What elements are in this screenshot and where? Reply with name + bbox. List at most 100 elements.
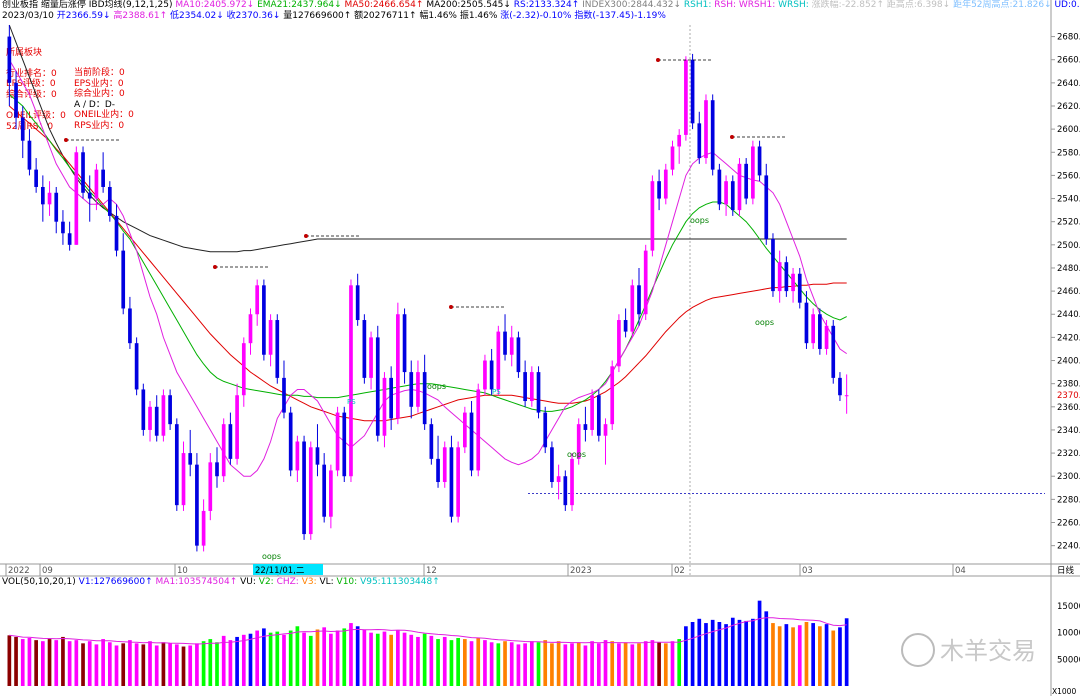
price-tick-label: 2300.00 xyxy=(1057,472,1080,482)
volume-bar xyxy=(697,618,702,686)
ma200-line xyxy=(8,24,847,253)
quote-value-4: 收2370.36↓ xyxy=(223,11,281,21)
stats-panel-left: 所属板块 行业排名：0 EPS评级：0 综合评级：0 ONEIL评级：0 52周… xyxy=(6,48,66,132)
candle-body xyxy=(710,100,715,170)
candle-body xyxy=(409,372,414,407)
volume-bar xyxy=(710,619,715,686)
candle-body xyxy=(40,186,45,205)
quote-header-line: 2023/03/10 开2366.59↓ 高2388.61↑ 低2354.02↓… xyxy=(2,11,666,22)
volume-bar xyxy=(536,642,541,686)
cursor-date-box xyxy=(253,564,323,575)
volume-bar xyxy=(40,641,45,686)
price-tick-label: 2540.00 xyxy=(1057,195,1080,205)
candle-body xyxy=(355,285,360,321)
candle-body xyxy=(476,389,481,471)
oops-marker: oops xyxy=(262,552,281,561)
candle-body xyxy=(436,458,440,483)
price-tick-label: 2380.00 xyxy=(1057,380,1080,390)
stat-eps-industry: EPS业内：0 xyxy=(74,78,124,89)
ps-marker: PS xyxy=(492,388,501,396)
candle-body xyxy=(536,372,541,413)
volume-bar xyxy=(429,635,434,686)
candle-body xyxy=(148,406,152,430)
volume-bar xyxy=(804,622,809,686)
volume-bar xyxy=(777,626,782,686)
price-tick-label: 2520.00 xyxy=(1057,218,1080,228)
volume-bar xyxy=(650,640,655,686)
candle-body xyxy=(389,377,394,419)
candle-body xyxy=(248,314,253,344)
candle-body xyxy=(583,424,588,430)
price-tick-label: 2440.00 xyxy=(1057,310,1080,320)
indicator-value-1: 缩量后涨停 IBD均线(9,12,1,25) xyxy=(38,0,173,10)
indicator-value-0: 创业板指 xyxy=(2,0,39,10)
time-tick-label: 2023 xyxy=(570,566,592,576)
volume-bar xyxy=(529,641,534,686)
volume-bar xyxy=(690,622,695,686)
candle-body xyxy=(469,412,474,471)
volume-bar xyxy=(677,639,682,686)
candle-body xyxy=(462,412,467,448)
candle-body xyxy=(308,447,313,535)
candle-body xyxy=(27,140,32,170)
volume-bar xyxy=(94,644,99,686)
volume-bar xyxy=(121,643,126,686)
volume-bar xyxy=(610,641,615,686)
volume-bar xyxy=(27,638,32,686)
volume-bar xyxy=(663,643,668,686)
stat-eps-rating: EPS评级：0 xyxy=(6,79,56,90)
quote-value-6: 额20276711↑ xyxy=(351,11,417,21)
candle-body xyxy=(509,337,514,355)
indicator-value-15: UD:0.781↓ xyxy=(1054,0,1080,10)
cursor-date-label: 22/11/01,二 xyxy=(255,566,305,576)
candle-body xyxy=(81,152,85,193)
volume-bar xyxy=(496,643,501,686)
volume-value-0: VOL(50,10,20,1) xyxy=(2,577,76,587)
volume-bar xyxy=(201,641,206,686)
candle-body xyxy=(208,462,213,511)
stat-oneil-rating: ONEIL评级：0 xyxy=(6,110,66,121)
candle-body xyxy=(241,343,246,396)
volume-bar xyxy=(288,630,293,686)
volume-bar xyxy=(751,618,755,686)
oops-marker: oops xyxy=(755,318,774,327)
price-tick-label: 2600.00 xyxy=(1057,125,1080,135)
candle-body xyxy=(141,389,146,430)
candle-body xyxy=(221,424,226,477)
volume-value-2: MA1:103574504↑ xyxy=(152,577,238,587)
volume-bar xyxy=(509,642,514,686)
volume-bar xyxy=(737,619,742,686)
volume-bar xyxy=(282,634,286,686)
candle-body xyxy=(61,221,65,234)
price-tick-label: 2240.00 xyxy=(1057,542,1080,552)
volume-bar xyxy=(744,620,749,686)
candle-body xyxy=(744,163,749,199)
volume-bar xyxy=(563,644,568,686)
ma10-line xyxy=(8,59,847,477)
volume-header-line: VOL(50,10,20,1) V1:127669600↑ MA1:103574… xyxy=(2,577,440,588)
indicator-value-9: RSH: xyxy=(711,0,737,10)
candle-body xyxy=(188,453,193,465)
volume-bar xyxy=(268,632,273,686)
candle-body xyxy=(54,192,59,222)
candle-body xyxy=(610,366,615,425)
stat-stage: 当前阶段：0 xyxy=(74,68,125,78)
volume-bar xyxy=(416,636,420,686)
volume-bar xyxy=(630,644,635,686)
candle-body xyxy=(737,163,742,211)
candle-body xyxy=(101,169,105,187)
volume-bar xyxy=(838,627,842,686)
volume-bar xyxy=(248,633,253,686)
candle-body xyxy=(771,239,775,292)
volume-bar xyxy=(74,640,79,686)
oops-marker: oops xyxy=(567,450,586,459)
price-tick-label: 2560.00 xyxy=(1057,171,1080,181)
candle-body xyxy=(657,181,661,199)
candle-body xyxy=(201,510,206,546)
volume-ma-line xyxy=(9,617,847,645)
volume-bar xyxy=(483,640,487,686)
candle-body xyxy=(329,470,333,517)
oops-marker: oops xyxy=(690,216,709,225)
time-tick-label: 09 xyxy=(42,566,53,576)
